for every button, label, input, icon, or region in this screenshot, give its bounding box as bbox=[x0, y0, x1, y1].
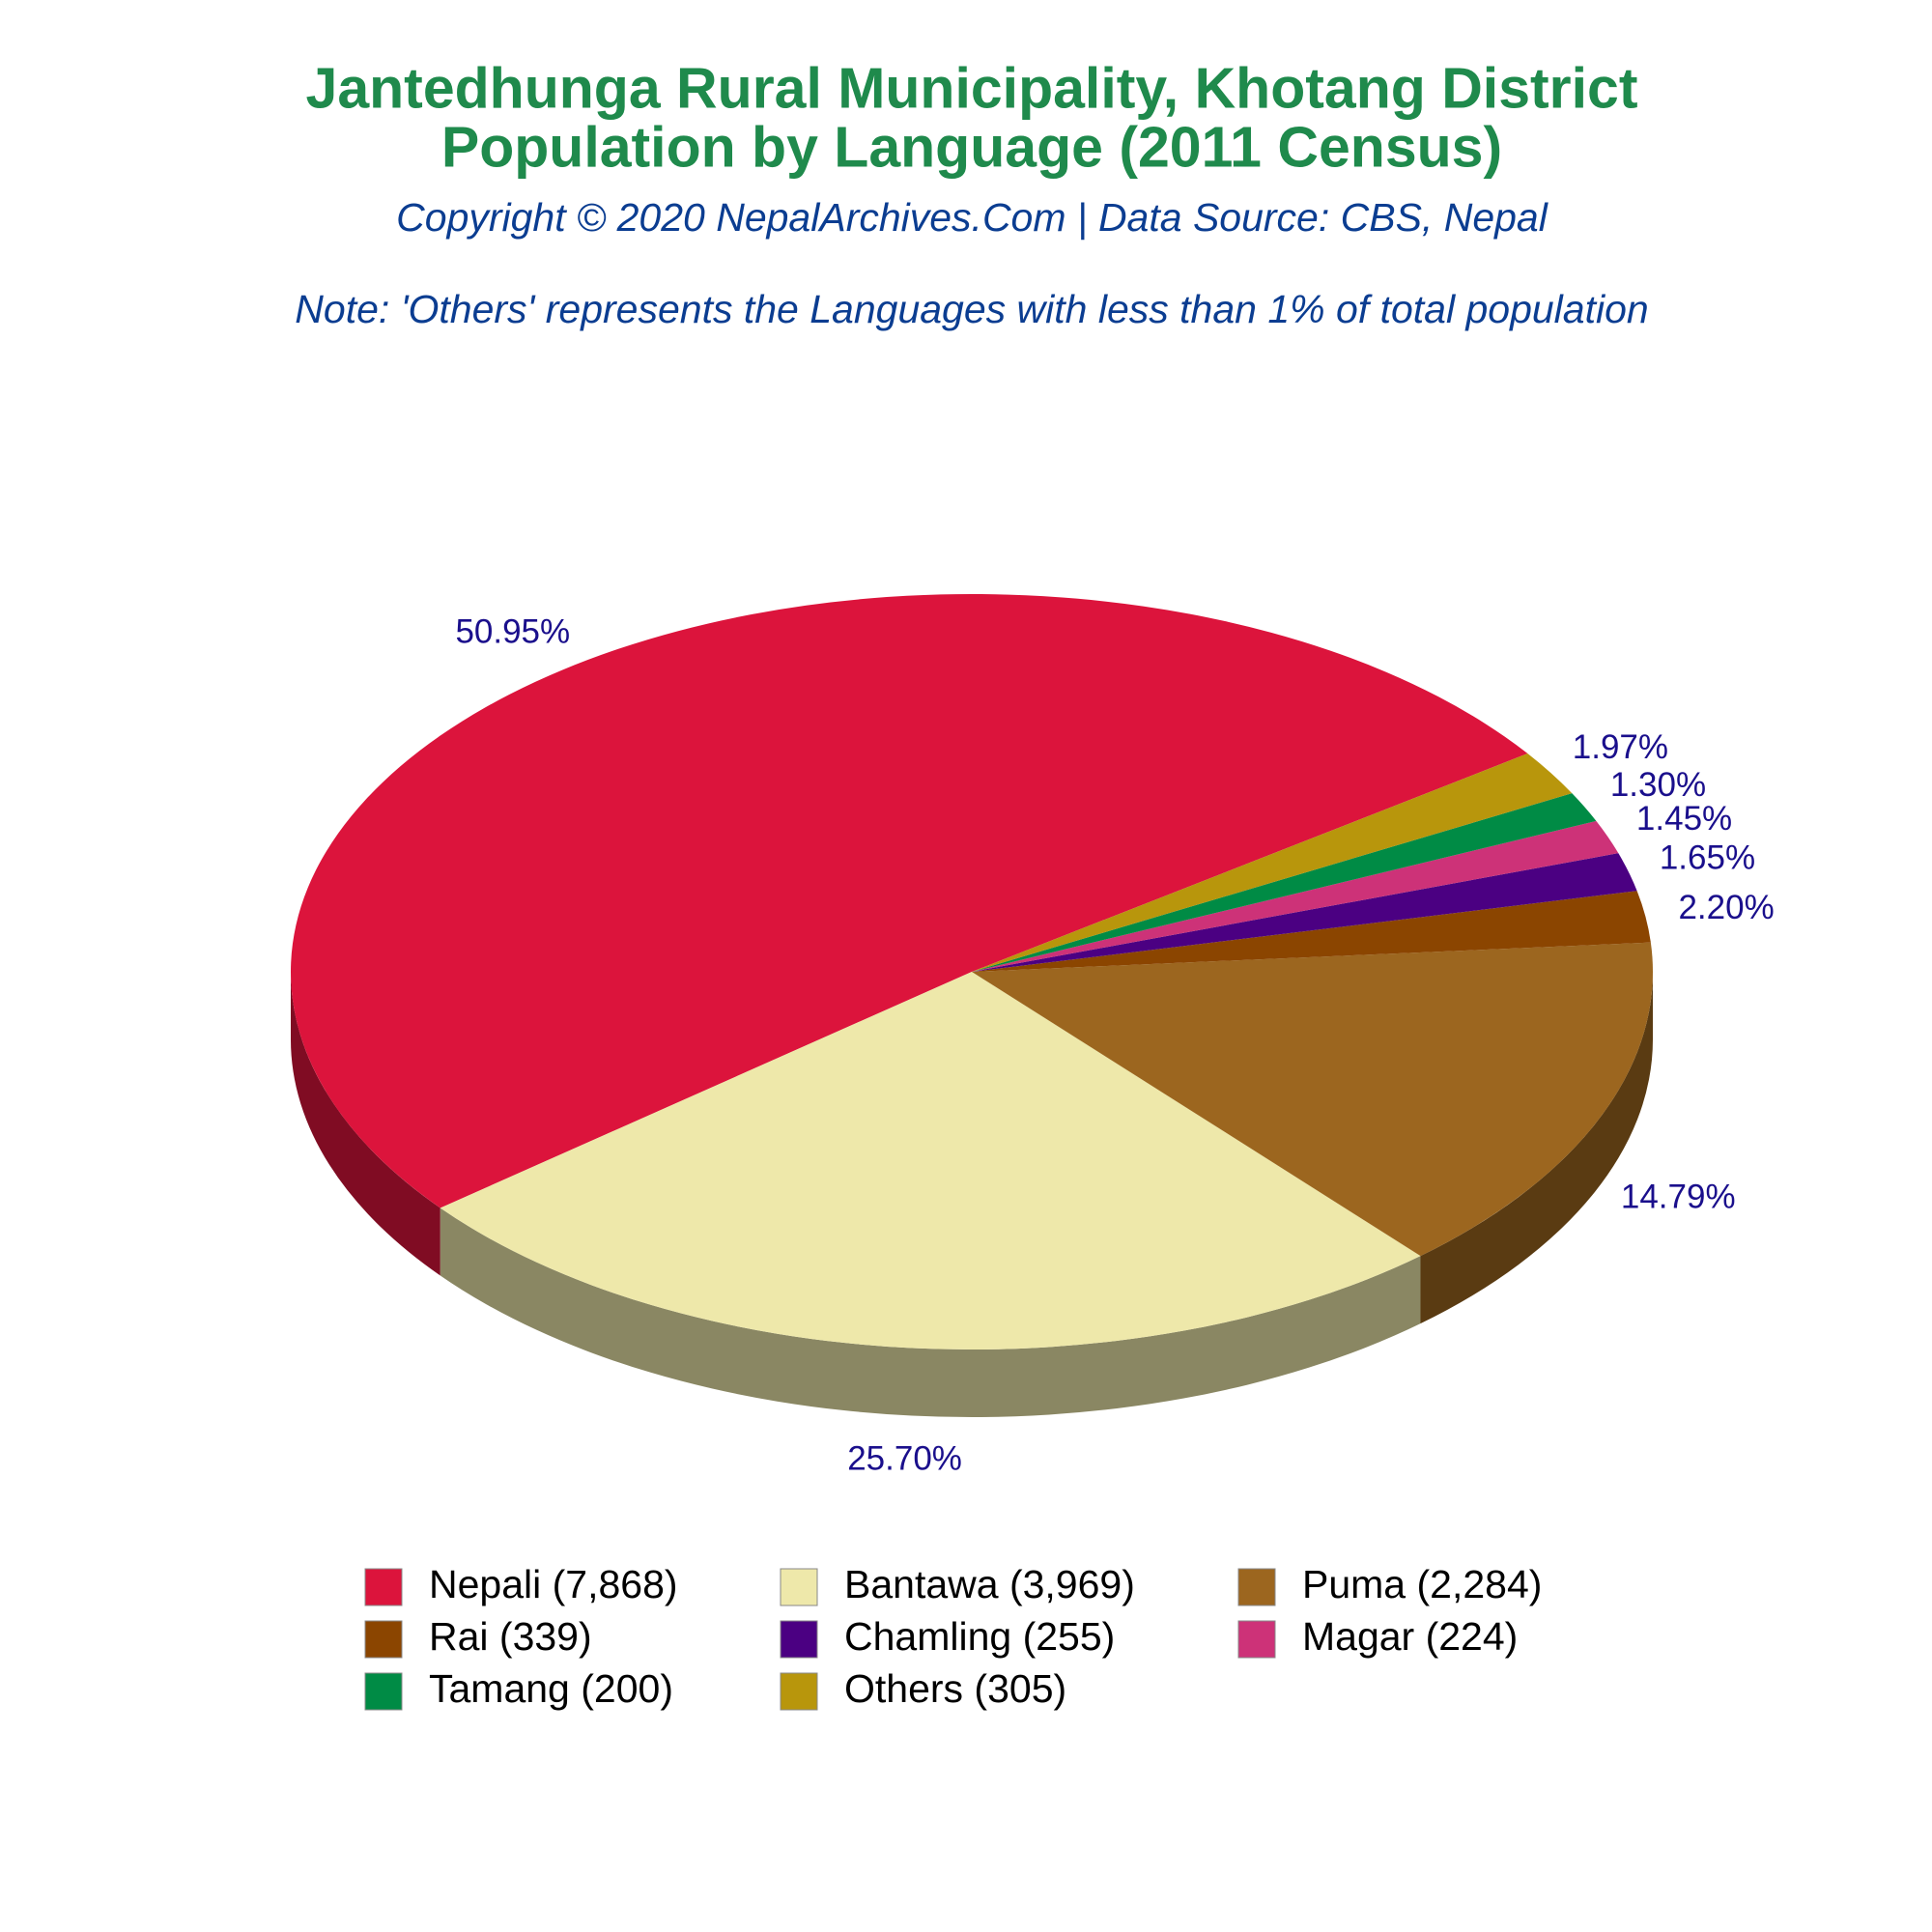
value-label: 50.95% bbox=[455, 613, 570, 651]
legend-label: Bantawa (3,969) bbox=[844, 1562, 1135, 1606]
value-labels: 50.95% 25.70% 14.79% 2.20% 1.65%1.45%1.30%1.… bbox=[455, 613, 1774, 1478]
slice bbox=[972, 793, 1597, 972]
value-label: 1.65% bbox=[1660, 838, 1755, 876]
legend-label: Tamang (200) bbox=[429, 1666, 673, 1711]
value-label: 1.30% bbox=[1610, 766, 1706, 804]
slice bbox=[440, 972, 1421, 1350]
chart-title: Jantedhunga Rural Municipality, Khotang … bbox=[306, 57, 1638, 121]
slice bbox=[972, 891, 1651, 972]
legend-label: Others (305) bbox=[844, 1666, 1066, 1711]
chart-title: Population by Language (2011 Census) bbox=[441, 116, 1502, 180]
legend-swatch bbox=[1237, 1568, 1276, 1606]
pie-sides bbox=[291, 972, 1653, 1417]
legend-label: Chamling (255) bbox=[844, 1614, 1115, 1659]
legend-label: Nepali (7,868) bbox=[429, 1562, 678, 1606]
legend-label: Rai (339) bbox=[429, 1614, 592, 1659]
value-label: 1.45% bbox=[1636, 800, 1732, 838]
legend-label: Magar (224) bbox=[1302, 1614, 1518, 1659]
legend-swatch bbox=[364, 1620, 403, 1659]
value-label: 25.70% bbox=[847, 1439, 962, 1477]
legend-swatch bbox=[780, 1620, 818, 1659]
slice bbox=[290, 593, 1528, 1208]
value-label: 2.20% bbox=[1678, 889, 1774, 926]
legend-swatch bbox=[364, 1672, 403, 1711]
legend: Nepali (7,868) Bantawa (3,969) Puma (2,284… bbox=[364, 1562, 1542, 1711]
legend-swatch bbox=[1237, 1620, 1276, 1659]
slice-side bbox=[440, 1208, 1421, 1417]
slice bbox=[972, 820, 1619, 972]
legend-swatch bbox=[780, 1672, 818, 1711]
legend-label: Puma (2,284) bbox=[1302, 1562, 1542, 1606]
legend-swatch bbox=[364, 1568, 403, 1606]
pie-tops bbox=[290, 593, 1653, 1350]
slice bbox=[972, 942, 1653, 1257]
legend-swatch bbox=[780, 1568, 818, 1606]
slice bbox=[972, 753, 1573, 972]
chart-note: Note: 'Others' represents the Languages … bbox=[295, 287, 1648, 331]
value-label: 14.79% bbox=[1621, 1178, 1736, 1215]
value-label: 1.97% bbox=[1573, 728, 1668, 766]
slice-side bbox=[291, 972, 440, 1276]
slice bbox=[972, 853, 1637, 972]
slice-side bbox=[1420, 972, 1653, 1324]
chart-subtitle: Copyright © 2020 NepalArchives.Com | Dat… bbox=[396, 195, 1549, 240]
